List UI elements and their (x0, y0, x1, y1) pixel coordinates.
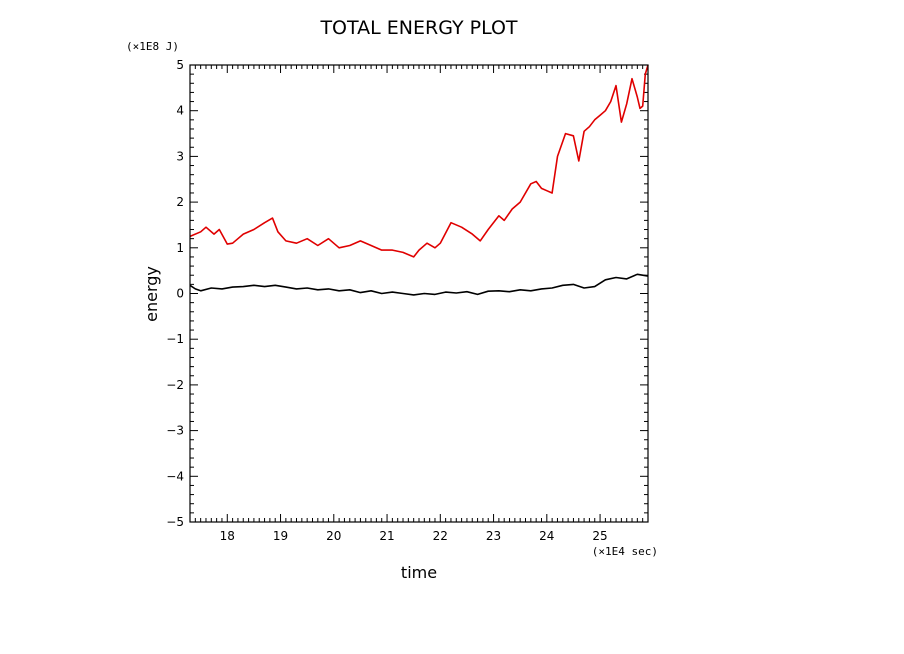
y-tick-label: 3 (176, 149, 184, 163)
y-tick-label: −4 (166, 469, 184, 483)
x-tick-label: 23 (486, 529, 501, 543)
x-tick-label: 21 (379, 529, 394, 543)
x-tick-label: 24 (539, 529, 554, 543)
plot-frame (189, 64, 649, 523)
y-tick-label: 4 (176, 104, 184, 118)
series-line-2 (189, 273, 649, 296)
y-tick-label: −5 (166, 515, 184, 529)
y-tick-label: 5 (176, 58, 184, 72)
y-unit-label: (×1E8 J) (126, 40, 179, 53)
x-tick-label: 25 (592, 529, 607, 543)
axis-ticks (189, 64, 649, 523)
series-line-1 (189, 64, 649, 258)
y-tick-label: −1 (166, 332, 184, 346)
x-axis-label: time (401, 563, 437, 582)
chart-title: TOTAL ENERGY PLOT (319, 17, 517, 39)
y-tick-label: −2 (166, 378, 184, 392)
y-tick-label: 0 (176, 287, 184, 301)
y-tick-label: 2 (176, 195, 184, 209)
y-tick-label: 1 (176, 241, 184, 255)
x-unit-label: (×1E4 sec) (592, 545, 658, 558)
x-tick-label: 22 (433, 529, 448, 543)
x-tick-label: 19 (273, 529, 288, 543)
y-axis-label: energy (142, 266, 161, 322)
x-tick-label: 18 (220, 529, 235, 543)
series-lines (189, 64, 649, 296)
y-tick-label: −3 (166, 424, 184, 438)
x-tick-label: 20 (326, 529, 341, 543)
